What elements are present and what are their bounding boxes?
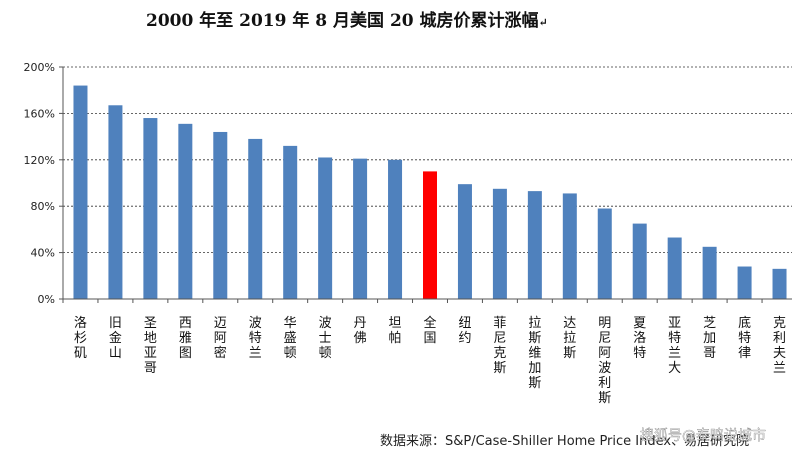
x-tick-label: 达拉斯 [563,316,576,361]
bar-3 [143,118,158,299]
bar-6 [248,138,263,299]
bar-21 [772,268,787,299]
y-tick-label: 200% [24,61,55,74]
bar-17 [632,223,647,299]
bar-13 [492,188,507,299]
bar-8 [318,157,333,299]
x-tick-label: 芝加哥 [703,315,716,361]
x-tick-label: 菲尼克斯 [493,316,506,376]
watermark: 搜狐号@泰鸣说城市 [640,427,766,444]
chart-title: 2000 年至 2019 年 8 月美国 20 城房价累计涨幅↵ [146,10,548,31]
x-tick-label: 亚特兰大 [668,316,681,376]
x-tick-label: 波士顿 [319,316,332,361]
bar-16 [597,208,612,299]
bar-10 [388,159,403,299]
x-tick-label: 底特律 [738,315,751,361]
x-tick-label: 圣地亚哥 [144,316,157,376]
y-tick-label: 40% [31,247,55,260]
x-tick-label: 丹佛 [354,316,367,346]
x-tick-label: 全国 [423,315,436,346]
source-note: 数据来源：S&P/Case-Shiller Home Price Index、易… [380,434,749,449]
y-tick-label: 120% [24,154,55,167]
bar-2 [108,105,123,299]
bar-20 [737,266,752,299]
x-tick-label: 纽约 [458,316,471,346]
x-tick-label: 洛杉矶 [74,316,87,361]
y-axis-ticks: 0% 40% 80% 120% 160% 200% [24,61,63,306]
bar-5 [213,131,228,299]
bar-7 [283,145,298,299]
bars [73,85,787,299]
bar-9 [353,158,368,299]
bar-19 [702,246,717,299]
x-tick-label: 旧金山 [109,316,122,361]
bar-11 [423,171,437,299]
bar-14 [527,191,542,299]
x-tick-label: 夏洛特 [633,316,646,361]
x-tick-label: 华盛顿 [284,316,297,361]
bar-12 [457,184,472,299]
bar-1 [73,85,88,299]
x-tick-label: 坦帕 [389,316,402,346]
bar-4 [178,123,193,299]
x-tick-label: 波特兰 [249,316,262,361]
bar-15 [562,193,577,299]
x-tick-label: 迈阿密 [214,316,227,361]
y-tick-label: 160% [24,107,55,120]
x-tick-label: 西雅图 [179,316,192,361]
x-tick-label: 明尼阿波利斯 [598,316,611,406]
y-tick-label: 0% [38,293,55,306]
x-tick-label: 拉斯维加斯 [528,316,541,391]
bar-18 [667,237,682,299]
y-tick-label: 80% [31,200,55,213]
x-tick-label: 克利夫兰 [773,316,786,376]
